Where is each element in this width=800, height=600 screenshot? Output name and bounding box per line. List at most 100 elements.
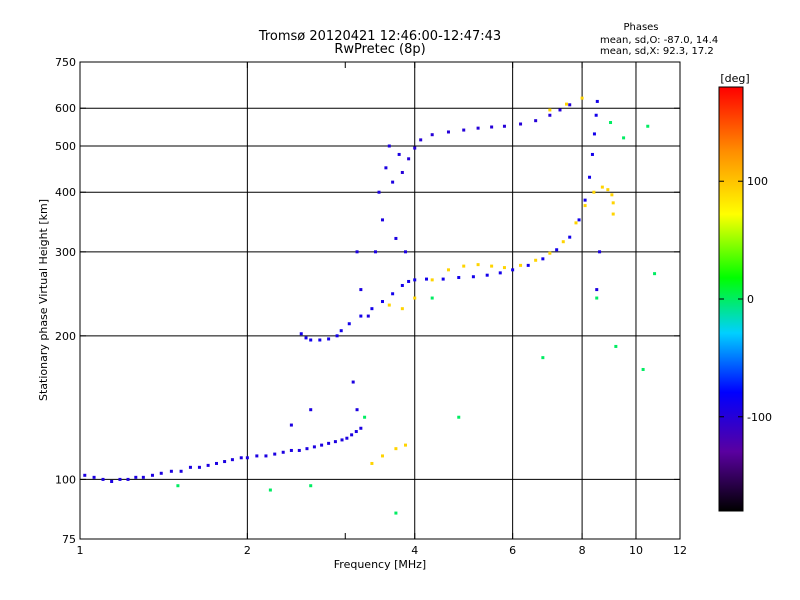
data-point <box>159 471 163 475</box>
data-point <box>595 296 599 300</box>
data-point <box>320 443 324 447</box>
data-point <box>230 458 234 462</box>
data-point <box>611 212 615 216</box>
x-tick-label: 4 <box>411 544 418 557</box>
data-point <box>355 408 359 412</box>
data-point <box>561 240 565 244</box>
y-tick-label: 100 <box>55 473 76 486</box>
data-point <box>312 445 316 449</box>
data-point <box>519 122 523 126</box>
data-point <box>590 152 594 156</box>
data-point <box>592 190 596 194</box>
y-tick-label: 300 <box>55 246 76 259</box>
data-point <box>380 454 384 458</box>
x-tick-label: 2 <box>244 544 251 557</box>
data-point <box>446 268 450 272</box>
chart-subtitle: RwPretec (8p) <box>334 42 425 57</box>
data-point <box>400 283 404 287</box>
data-point <box>511 268 515 272</box>
data-point <box>598 250 602 254</box>
data-point <box>600 185 604 189</box>
data-point <box>206 463 210 467</box>
data-point <box>377 190 381 194</box>
data-point <box>430 278 434 282</box>
data-point <box>347 322 351 326</box>
data-point <box>462 128 466 132</box>
data-point <box>476 126 480 130</box>
data-point <box>413 278 417 282</box>
data-point <box>297 448 301 452</box>
stats-line-x: mean, sd,X: 92.3, 17.2 <box>600 46 714 57</box>
data-point <box>239 456 243 460</box>
data-point <box>391 292 395 296</box>
data-point <box>309 484 313 488</box>
data-point <box>197 465 201 469</box>
data-point <box>134 475 138 479</box>
data-point <box>595 288 599 292</box>
x-tick-label: 1 <box>77 544 84 557</box>
data-point <box>641 367 645 371</box>
y-tick-label: 600 <box>55 102 76 115</box>
data-point <box>169 469 173 473</box>
data-point <box>289 423 293 427</box>
data-point <box>264 454 268 458</box>
data-point <box>441 277 445 281</box>
data-point <box>370 307 374 311</box>
data-point <box>430 133 434 137</box>
data-point <box>359 288 363 292</box>
x-tick-label: 6 <box>509 544 516 557</box>
grid <box>80 62 680 539</box>
data-point <box>327 337 331 341</box>
data-point <box>335 334 339 338</box>
colorbar-ticks: 100 0 -100 <box>719 175 772 424</box>
data-point <box>355 250 359 254</box>
data-point <box>490 125 494 129</box>
data-point <box>548 251 552 255</box>
y-tick-label: 400 <box>55 186 76 199</box>
data-point <box>333 440 337 444</box>
data-point <box>407 279 411 283</box>
stats-line-o: mean, sd,O: -87.0, 14.4 <box>600 35 718 46</box>
data-point <box>534 119 538 123</box>
data-point <box>387 144 391 148</box>
data-points <box>83 96 657 515</box>
data-point <box>594 113 598 117</box>
data-point <box>622 136 626 140</box>
data-point <box>610 193 614 197</box>
data-point <box>281 450 285 454</box>
data-point <box>498 271 502 275</box>
data-point <box>188 465 192 469</box>
data-point <box>526 263 530 267</box>
data-point <box>419 138 423 142</box>
y-axis-label: Stationary phase Virtual Height [km] <box>37 199 50 401</box>
plot-frame <box>79 61 681 540</box>
data-point <box>273 452 277 456</box>
colorbar: [deg] 100 0 -100 <box>718 72 772 512</box>
data-point <box>309 338 313 342</box>
data-point <box>502 266 506 270</box>
data-point <box>565 102 569 106</box>
data-point <box>373 250 377 254</box>
data-point <box>354 430 358 434</box>
chart-title: Tromsø 20120421 12:46:00-12:47:43 <box>258 29 501 44</box>
data-point <box>384 166 388 170</box>
colorbar-label: [deg] <box>720 72 749 85</box>
data-point <box>110 479 114 483</box>
x-axis-label: Frequency [MHz] <box>334 558 426 571</box>
data-point <box>387 303 391 307</box>
data-point <box>519 263 523 267</box>
data-point <box>304 336 308 340</box>
data-point <box>541 356 545 360</box>
data-point <box>179 469 183 473</box>
data-point <box>141 475 145 479</box>
data-point <box>457 415 461 419</box>
data-point <box>318 338 322 342</box>
data-point <box>588 175 592 179</box>
data-point <box>245 456 249 460</box>
data-point <box>345 436 349 440</box>
data-point <box>101 477 105 481</box>
data-point <box>380 218 384 222</box>
data-point <box>555 248 559 252</box>
stats-heading: Phases <box>623 22 658 33</box>
